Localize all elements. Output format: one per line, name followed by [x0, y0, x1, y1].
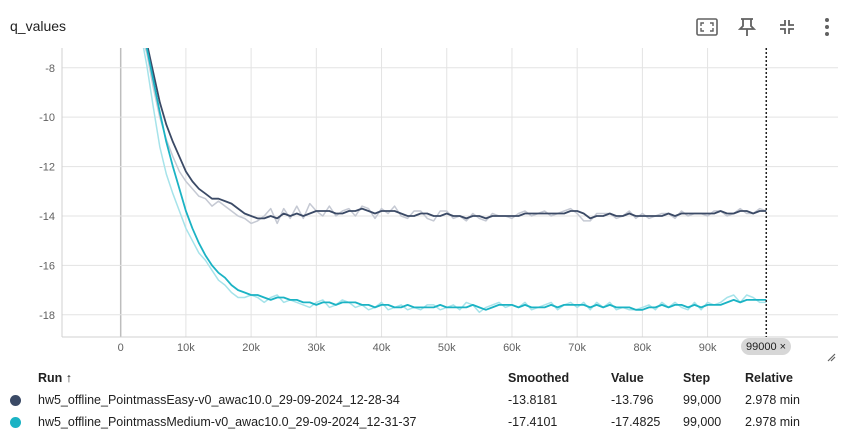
series-medium-raw-line [142, 48, 767, 314]
y-tick-label: -10 [39, 112, 55, 124]
y-tick-label: -18 [39, 310, 55, 322]
step-value: 99,000 [683, 393, 722, 407]
header-color [10, 367, 38, 389]
x-tick-label: 60k [503, 342, 521, 354]
x-tick-label: 30k [307, 342, 325, 354]
smoothed-value: -17.4101 [508, 415, 558, 429]
series-easy-smoothed-line [146, 48, 767, 220]
fit-domain-button[interactable] [694, 14, 720, 40]
series-easy-raw-line [144, 48, 767, 225]
pin-icon [738, 18, 756, 36]
step-cursor-badge[interactable]: 99000 × [741, 338, 792, 355]
series-color-dot [10, 395, 21, 407]
runs-table-header: Run ↑ Smoothed Value Step Relative [10, 367, 835, 389]
relative-time: 2.978 min [745, 393, 800, 407]
y-tick-label: -16 [39, 260, 55, 272]
run-name: hw5_offline_PointmassMedium-v0_awac10.0_… [38, 415, 417, 429]
header-smoothed[interactable]: Smoothed [508, 371, 570, 385]
step-cursor-label: 99000 [746, 340, 777, 353]
table-row[interactable]: hw5_offline_PointmassMedium-v0_awac10.0_… [10, 411, 835, 433]
more-menu-button[interactable] [814, 14, 840, 40]
more-vert-icon [825, 18, 829, 36]
row-color-cell [10, 411, 38, 433]
relative-time: 2.978 min [745, 415, 800, 429]
runs-table: Run ↑ Smoothed Value Step Relative hw5_o… [10, 367, 835, 433]
header-relative[interactable]: Relative [745, 371, 793, 385]
x-tick-label: 90k [699, 342, 717, 354]
y-tick-label: -12 [39, 162, 55, 174]
expand-icon [780, 20, 794, 34]
card-title: q_values [10, 18, 67, 34]
line-chart[interactable]: 0 10k 20k 30k 40k 50k 60k 70k 80k 90k -8 -10 -12 -14 -… [0, 48, 854, 358]
x-tick-label: 20k [242, 342, 260, 354]
series-color-dot [10, 417, 21, 429]
expand-button[interactable] [774, 14, 800, 40]
pin-button[interactable] [734, 14, 760, 40]
x-tick-label: 50k [438, 342, 456, 354]
resize-handle-icon[interactable] [826, 352, 836, 362]
x-tick-label: 10k [177, 342, 195, 354]
header-step[interactable]: Step [683, 371, 711, 385]
x-tick-label: 40k [373, 342, 391, 354]
y-tick-label: -14 [39, 211, 55, 223]
header-run[interactable]: Run ↑ [38, 371, 73, 385]
y-tick-label: -8 [45, 63, 55, 75]
table-row[interactable]: hw5_offline_PointmassEasy-v0_awac10.0_29… [10, 389, 835, 411]
header-value[interactable]: Value [611, 371, 644, 385]
series-medium-smoothed-line [145, 48, 767, 311]
x-tick-label: 80k [633, 342, 651, 354]
close-icon[interactable]: × [779, 340, 787, 353]
step-value: 99,000 [683, 415, 722, 429]
row-color-cell [10, 389, 38, 411]
card-toolbar [694, 14, 840, 40]
smoothed-value: -13.8181 [508, 393, 558, 407]
fit-domain-icon [696, 18, 718, 36]
x-tick-label: 70k [568, 342, 586, 354]
raw-value: -17.4825 [611, 415, 661, 429]
x-tick-label: 0 [118, 342, 124, 354]
raw-value: -13.796 [611, 393, 654, 407]
run-name: hw5_offline_PointmassEasy-v0_awac10.0_29… [38, 393, 400, 407]
